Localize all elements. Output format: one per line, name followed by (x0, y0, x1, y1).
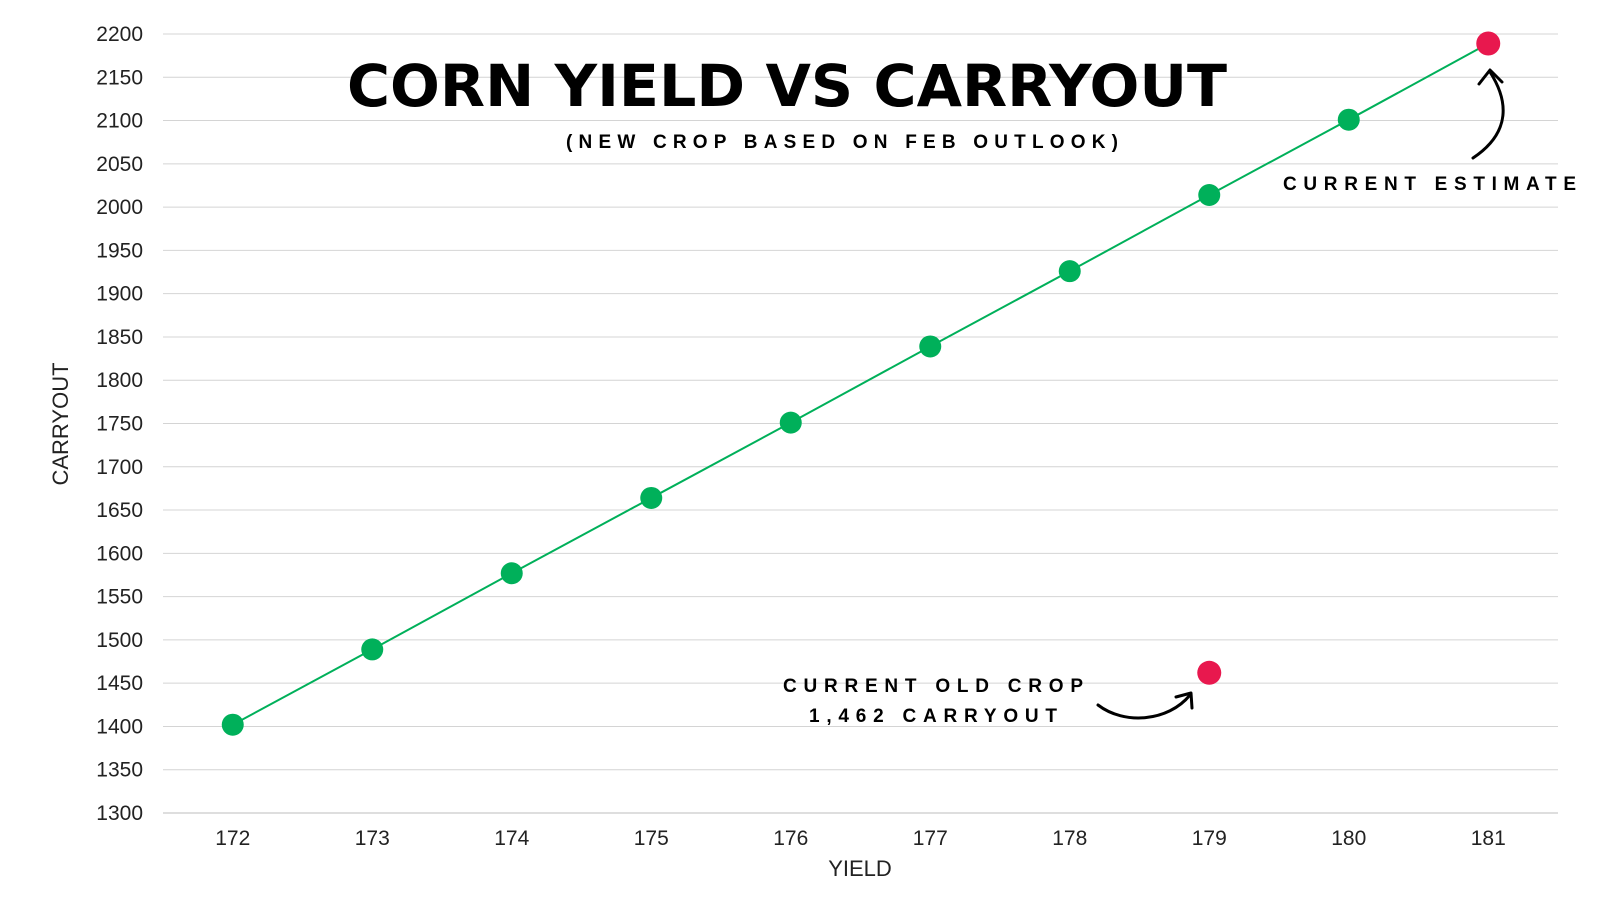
data-points (221, 108, 1360, 736)
y-tick-label-1500: 1500 (96, 629, 143, 652)
y-tick-label-1450: 1450 (96, 672, 143, 695)
y-tick-labels: 1300 1350 1400 1450 1500 1550 1600 1650 1700 1750… (96, 23, 143, 825)
x-tick-label-176: 176 (773, 827, 808, 850)
x-tick-label-181: 181 (1471, 827, 1506, 850)
y-tick-label-1850: 1850 (96, 326, 143, 349)
data-point-174 (500, 562, 523, 585)
x-tick-label-172: 172 (215, 827, 250, 850)
y-tick-label-2100: 2100 (96, 110, 143, 133)
y-tick-label-2200: 2200 (96, 23, 143, 46)
x-tick-label-180: 180 (1331, 827, 1366, 850)
y-tick-label-1300: 1300 (96, 802, 143, 825)
y-tick-label-1350: 1350 (96, 759, 143, 782)
x-tick-label-175: 175 (634, 827, 669, 850)
series-line-layer (232, 42, 1489, 726)
chart-subtitle: (NEW CROP BASED ON FEB OUTLOOK) (566, 132, 1118, 153)
annotation-old-crop-line2: 1,462 CARRYOUT (809, 706, 1057, 727)
x-tick-label-174: 174 (494, 827, 529, 850)
data-point-175 (640, 486, 663, 509)
x-tick-label-179: 179 (1192, 827, 1227, 850)
x-tick-label-178: 178 (1052, 827, 1087, 850)
data-point-180 (1337, 108, 1360, 131)
y-tick-label-1950: 1950 (96, 239, 143, 262)
arrow-old-crop (1096, 691, 1194, 720)
x-tick-label-177: 177 (913, 827, 948, 850)
grid-layer (163, 33, 1558, 814)
y-tick-label-1800: 1800 (96, 369, 143, 392)
annotation-current-estimate: CURRENT ESTIMATE (1283, 174, 1576, 195)
y-tick-label-1650: 1650 (96, 499, 143, 522)
series-line-0 (232, 42, 1489, 726)
y-axis-title: CARRYOUT (48, 362, 73, 485)
y-tick-label-2150: 2150 (96, 66, 143, 89)
y-tick-label-1900: 1900 (96, 283, 143, 306)
y-tick-label-2000: 2000 (96, 196, 143, 219)
y-tick-label-1700: 1700 (96, 456, 143, 479)
arrow-current-estimate (1471, 68, 1505, 160)
y-tick-label-1400: 1400 (96, 715, 143, 738)
annotation-old-crop-line1: CURRENT OLD CROP (783, 676, 1083, 697)
highlight-points (1197, 31, 1501, 685)
data-point-173 (361, 638, 384, 661)
highlight-point-1 (1197, 660, 1222, 685)
y-tick-label-1550: 1550 (96, 586, 143, 609)
data-point-179 (1198, 183, 1221, 206)
data-point-178 (1058, 260, 1081, 283)
y-tick-label-1600: 1600 (96, 542, 143, 565)
highlight-point-0 (1476, 31, 1501, 56)
x-tick-label-173: 173 (355, 827, 390, 850)
data-point-172 (221, 713, 244, 736)
data-point-176 (779, 411, 802, 434)
chart-title: CORN YIELD VS CARRYOUT (347, 52, 1227, 120)
x-tick-labels: 172 173 174 175 176 177 178 179 180 181 (215, 827, 1506, 850)
y-tick-label-2050: 2050 (96, 153, 143, 176)
x-axis-title: YIELD (828, 856, 892, 881)
y-tick-label-1750: 1750 (96, 413, 143, 436)
data-point-177 (919, 335, 942, 358)
